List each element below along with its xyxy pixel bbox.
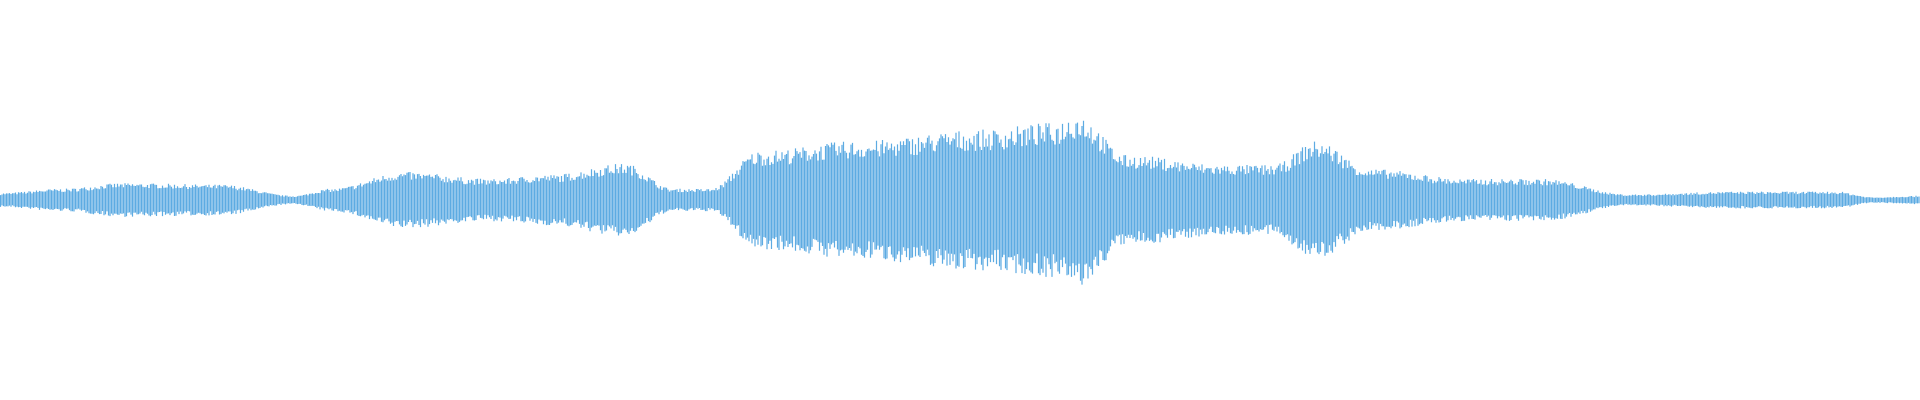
waveform-path	[0, 120, 1920, 285]
